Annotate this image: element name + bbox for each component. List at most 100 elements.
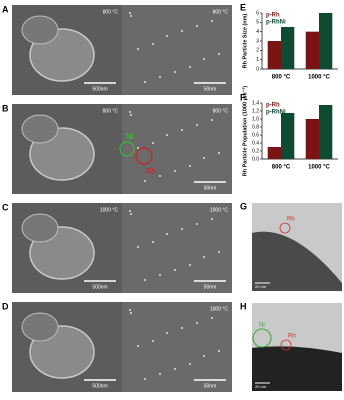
y-tick-label: 0.0: [252, 156, 259, 162]
y-tick-label: 5: [256, 20, 259, 26]
bar: [305, 31, 319, 70]
bar: [281, 113, 295, 159]
crystal: [21, 114, 59, 144]
particle: [196, 223, 198, 225]
y-tick-label: 3: [256, 38, 259, 44]
particle: [218, 53, 220, 55]
y-tick-label: 0.8: [252, 124, 259, 130]
scale-label: 500nm: [92, 383, 107, 389]
particle: [211, 218, 213, 220]
ni-label: Ni: [126, 132, 134, 141]
crystal: [21, 213, 59, 243]
y-tick-label: 6: [256, 10, 259, 16]
particle: [144, 180, 146, 182]
scale-label: 50nm: [204, 86, 217, 92]
legend-entry: p-Rh: [266, 103, 280, 109]
particle: [166, 233, 168, 235]
temperature: 1000 °C: [210, 306, 229, 312]
particle: [129, 111, 131, 113]
bar: [319, 105, 333, 159]
y-tick-label: 1.4: [252, 100, 259, 106]
panel-letter: D: [2, 301, 9, 311]
rh-marker: [280, 339, 292, 351]
particle: [159, 175, 161, 177]
legend-entry: p-RhNi: [266, 110, 286, 116]
panel-letter: E: [240, 2, 246, 12]
scale-label: 50nm: [204, 383, 217, 389]
x-tick-label: 800 °C: [272, 165, 291, 171]
rh-label: Rh: [287, 217, 295, 223]
particle: [218, 251, 220, 253]
x-tick-label: 1000 °C: [308, 165, 330, 171]
sample-region: [252, 231, 342, 291]
scale-label: 500nm: [92, 86, 107, 92]
particle: [196, 124, 198, 126]
rh-label: Rh: [288, 334, 296, 340]
particle: [130, 312, 132, 314]
bar: [281, 27, 295, 69]
legend-entry: p-RhNi: [266, 20, 286, 26]
temperature: 800 °C: [103, 108, 119, 114]
micrograph: [122, 203, 232, 293]
particle: [218, 350, 220, 352]
legend-entry: p-Rh: [266, 13, 280, 19]
panel-letter: B: [2, 103, 9, 113]
bar: [267, 41, 281, 69]
panel-letter: H: [240, 301, 247, 311]
particle: [159, 373, 161, 375]
y-tick-label: 0: [256, 66, 259, 72]
particle: [144, 378, 146, 380]
particle: [137, 345, 139, 347]
particle: [159, 76, 161, 78]
ni-marker: [252, 328, 272, 348]
particle: [181, 129, 183, 131]
particle: [130, 213, 132, 215]
particle: [189, 264, 191, 266]
temperature: 800 °C: [103, 9, 119, 15]
particle: [189, 66, 191, 68]
bar: [319, 13, 333, 69]
particle: [211, 317, 213, 319]
panel-letter: A: [2, 4, 9, 14]
panel-letter: C: [2, 202, 9, 212]
sample-region: [252, 346, 342, 391]
panel-letter: G: [240, 201, 247, 211]
temperature: 1000 °C: [100, 207, 119, 213]
particle: [159, 274, 161, 276]
particle: [181, 327, 183, 329]
particle: [196, 322, 198, 324]
y-axis-label: Rh Particle Population (1000 µm⁻²): [241, 86, 248, 177]
particle: [152, 142, 154, 144]
particle: [137, 48, 139, 50]
particle: [130, 15, 132, 17]
particle: [174, 170, 176, 172]
particle: [166, 332, 168, 334]
particle: [181, 30, 183, 32]
particle: [152, 241, 154, 243]
crystal: [21, 312, 59, 342]
scale-label: 20 nm: [255, 384, 267, 389]
scale-label: 500nm: [92, 284, 107, 290]
particle: [152, 43, 154, 45]
particle: [196, 25, 198, 27]
particle: [137, 147, 139, 149]
micrograph: [122, 104, 232, 194]
y-tick-label: 0.2: [252, 148, 259, 154]
temperature: 1000 °C: [210, 207, 229, 213]
particle: [189, 165, 191, 167]
temperature: 800 °C: [213, 108, 229, 114]
rh-label: Rh: [146, 167, 156, 176]
particle: [174, 71, 176, 73]
panel-letter: F: [240, 92, 246, 102]
particle: [152, 340, 154, 342]
micrograph: [122, 5, 232, 95]
particle: [211, 119, 213, 121]
y-tick-label: 1.0: [252, 116, 259, 122]
particle: [129, 309, 131, 311]
y-tick-label: 0.6: [252, 132, 259, 138]
temperature: 800 °C: [213, 9, 229, 15]
scale-label: 50nm: [204, 284, 217, 290]
x-tick-label: 1000 °C: [308, 75, 330, 81]
particle: [189, 363, 191, 365]
